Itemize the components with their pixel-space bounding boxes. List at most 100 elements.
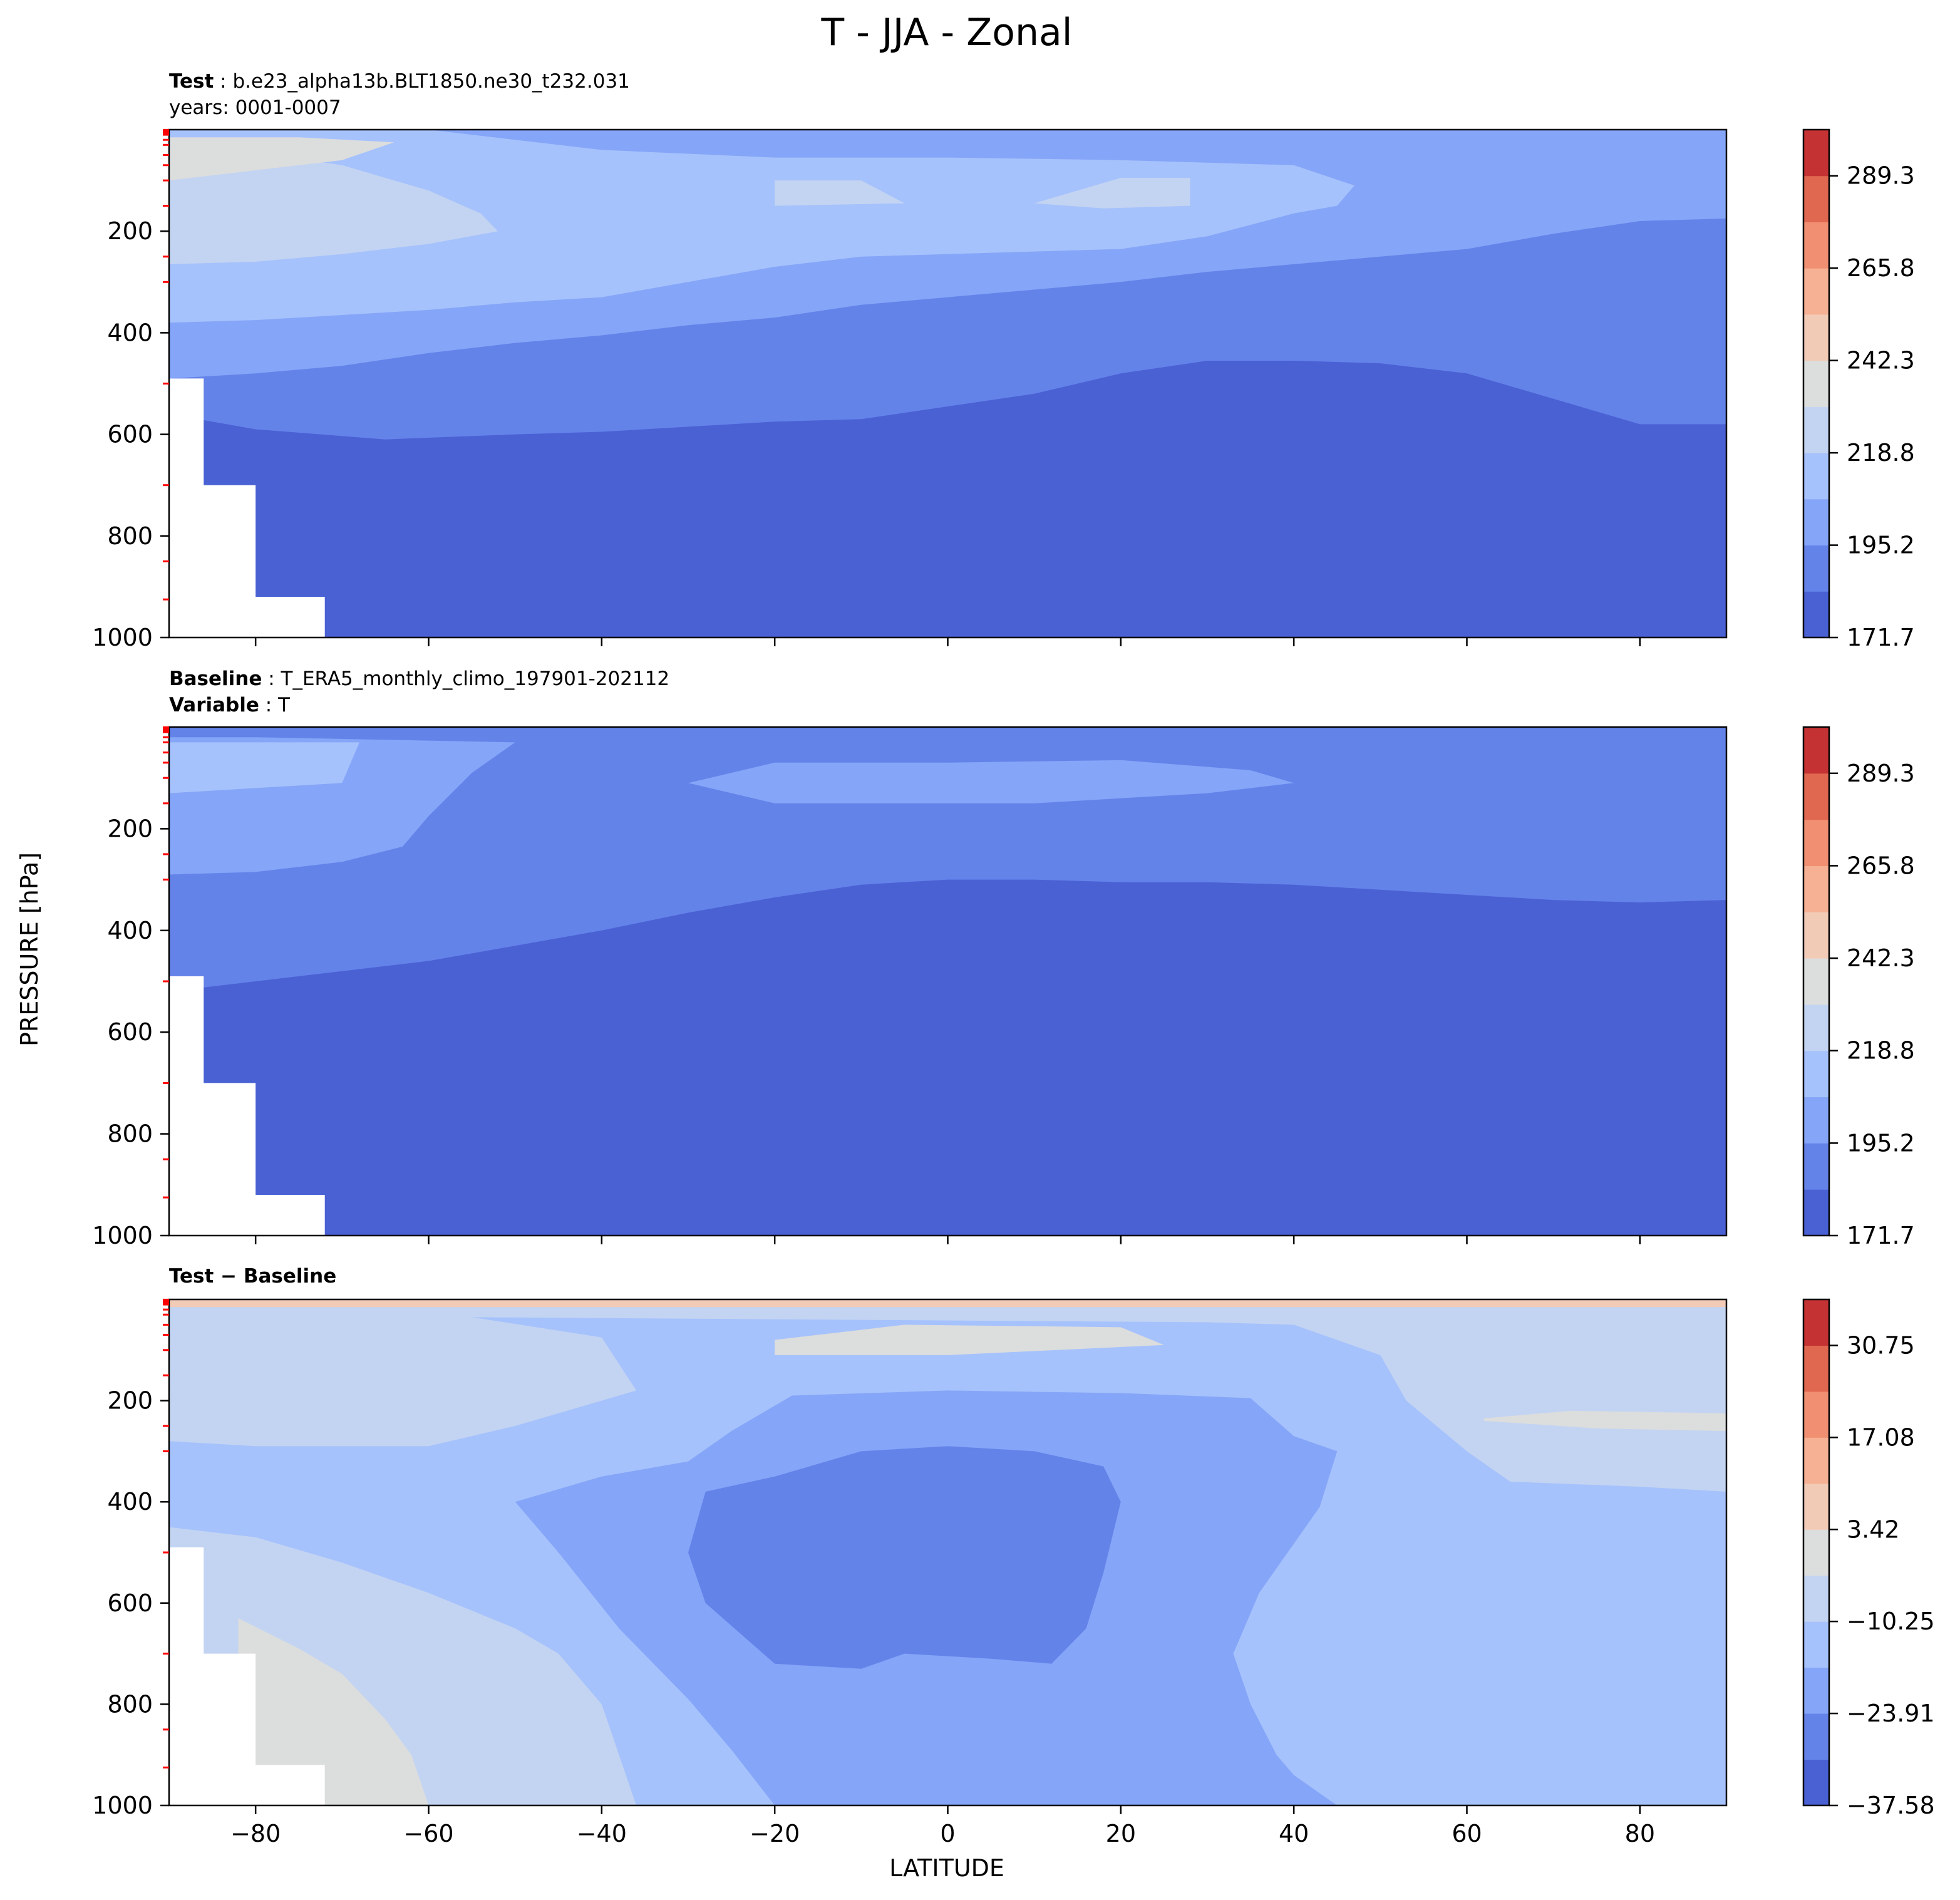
annotation-text: : b.e23_alpha13b.BLT1850.ne30_t232.031 <box>214 70 630 93</box>
colorbar-tick-label: 171.7 <box>1847 624 1915 651</box>
colorbar-segment <box>1803 1575 1829 1622</box>
colorbar: −37.58 −23.91 −10.25 3.42 17.08 30.75 <box>1802 1298 1935 1819</box>
contour-fills <box>169 1299 1726 1805</box>
colorbar-segment <box>1803 1713 1829 1760</box>
contour-fills <box>169 130 1726 638</box>
colorbar-tick-label: 171.7 <box>1847 1222 1915 1249</box>
colorbar-tick-label: 289.3 <box>1847 162 1915 190</box>
annotation-text: : T_ERA5_monthly_climo_197901-202112 <box>262 668 669 690</box>
y-tick-label: 400 <box>107 917 153 944</box>
colorbar-segment <box>1803 1004 1829 1051</box>
panel-annotation: Variable : T <box>169 694 291 716</box>
colorbar-segment <box>1803 591 1829 638</box>
colorbar-segment <box>1803 453 1829 500</box>
colorbar-segment <box>1803 1050 1829 1098</box>
colorbar-tick-label: −10.25 <box>1847 1608 1935 1635</box>
x-tick-label: 80 <box>1625 1820 1655 1847</box>
colorbar-segment <box>1803 1391 1829 1438</box>
colorbar-segment <box>1803 1189 1829 1236</box>
y-tick-label: 200 <box>107 1387 153 1415</box>
missing-data-mask <box>169 1547 325 1805</box>
panel-baseline: 200 400 600 800 1000 Baseline : T_ERA5_monthl… <box>92 668 1915 1249</box>
colorbar-segment <box>1803 1529 1829 1576</box>
colorbar-segment <box>1803 360 1829 407</box>
panel-diff: 200 400 600 800 1000 −80 −60 −40 −20 0 20 40 60 80 Tes… <box>92 1265 1934 1847</box>
contour-band-level-2 <box>688 760 1294 803</box>
colorbar-segment <box>1803 1143 1829 1190</box>
colorbar-segment <box>1803 865 1829 912</box>
y-tick-label: 1000 <box>92 624 153 651</box>
colorbar-segment <box>1803 773 1829 820</box>
annotation-bold: Test − Baseline <box>169 1265 336 1288</box>
colorbar-segment <box>1803 727 1829 774</box>
x-tick-label: 20 <box>1106 1820 1136 1847</box>
y-tick-label: 200 <box>107 217 153 245</box>
x-tick-label: −40 <box>577 1820 627 1847</box>
colorbar-tick-label: 3.42 <box>1847 1515 1900 1543</box>
colorbar-segment <box>1803 1759 1829 1806</box>
colorbar: 171.7 195.2 218.8 242.3 265.8 289.3 <box>1802 128 1915 651</box>
colorbar-tick-label: 218.8 <box>1847 1037 1915 1065</box>
contour-band-level-1 <box>688 1446 1121 1669</box>
y-tick-label: 400 <box>107 1488 153 1515</box>
x-tick-label: −60 <box>403 1820 453 1847</box>
contour-band-level-4 <box>1034 178 1190 209</box>
panel-annotation: years: 0001-0007 <box>169 96 341 119</box>
colorbar-frame <box>1802 726 1830 1237</box>
colorbar-segment <box>1803 912 1829 959</box>
colorbar-segment <box>1803 1299 1829 1346</box>
colorbar-segment <box>1803 958 1829 1005</box>
figure-title: T - JJA - Zonal <box>821 11 1073 54</box>
contour-band-level-5 <box>775 1324 1164 1355</box>
colorbar-tick-label: 17.08 <box>1847 1423 1915 1451</box>
y-tick-label: 200 <box>107 815 153 842</box>
colorbar-segment <box>1803 1345 1829 1392</box>
panel-test: 200 400 600 800 1000 Test : b.e23_alpha13b.BL… <box>92 70 1915 651</box>
annotation-text: : T <box>259 694 291 716</box>
colorbar-segment <box>1803 314 1829 361</box>
colorbar-tick-label: 289.3 <box>1847 760 1915 787</box>
contour-band-level-5 <box>238 1618 429 1805</box>
x-tick-label: 40 <box>1279 1820 1309 1847</box>
y-tick-label: 400 <box>107 319 153 346</box>
colorbar-tick-label: 195.2 <box>1847 1129 1915 1157</box>
contour-band-level-5 <box>1484 1410 1726 1432</box>
colorbar-segment <box>1803 545 1829 592</box>
missing-data-mask <box>169 976 325 1236</box>
contour-band-level-6 <box>169 1299 1726 1308</box>
colorbar-frame <box>1802 128 1830 639</box>
y-tick-label: 800 <box>107 522 153 550</box>
annotation-bold: Variable <box>169 694 259 716</box>
colorbar-tick-label: 30.75 <box>1847 1331 1915 1359</box>
x-tick-label: −20 <box>750 1820 800 1847</box>
contour-band-level-1 <box>169 727 1726 992</box>
contour-band-level-4 <box>775 180 905 206</box>
panel-annotation: Baseline : T_ERA5_monthly_climo_197901-2… <box>169 668 669 690</box>
y-tick-label: 600 <box>107 1589 153 1617</box>
colorbar-tick-label: 195.2 <box>1847 532 1915 559</box>
colorbar-segment <box>1803 1621 1829 1668</box>
colorbar-segment <box>1803 1483 1829 1530</box>
y-tick-label: 1000 <box>92 1792 153 1819</box>
colorbar-tick-label: −37.58 <box>1847 1792 1935 1819</box>
colorbar-frame <box>1802 1298 1830 1807</box>
colorbar: 171.7 195.2 218.8 242.3 265.8 289.3 <box>1802 726 1915 1249</box>
y-tick-label: 800 <box>107 1690 153 1718</box>
y-tick-label: 600 <box>107 421 153 448</box>
colorbar-tick-label: 242.3 <box>1847 944 1915 972</box>
colorbar-segment <box>1803 1437 1829 1484</box>
colorbar-segment <box>1803 1667 1829 1714</box>
colorbar-segment <box>1803 406 1829 453</box>
y-tick-label: 1000 <box>92 1222 153 1249</box>
colorbar-tick-label: 265.8 <box>1847 852 1915 879</box>
colorbar-segment <box>1803 130 1829 177</box>
y-tick-label: 600 <box>107 1018 153 1046</box>
colorbar-segment <box>1803 1097 1829 1144</box>
y-tick-label: 800 <box>107 1120 153 1148</box>
colorbar-tick-label: 218.8 <box>1847 439 1915 467</box>
x-tick-label: 0 <box>940 1820 955 1847</box>
colorbar-segment <box>1803 222 1829 269</box>
missing-data-mask <box>169 378 325 638</box>
